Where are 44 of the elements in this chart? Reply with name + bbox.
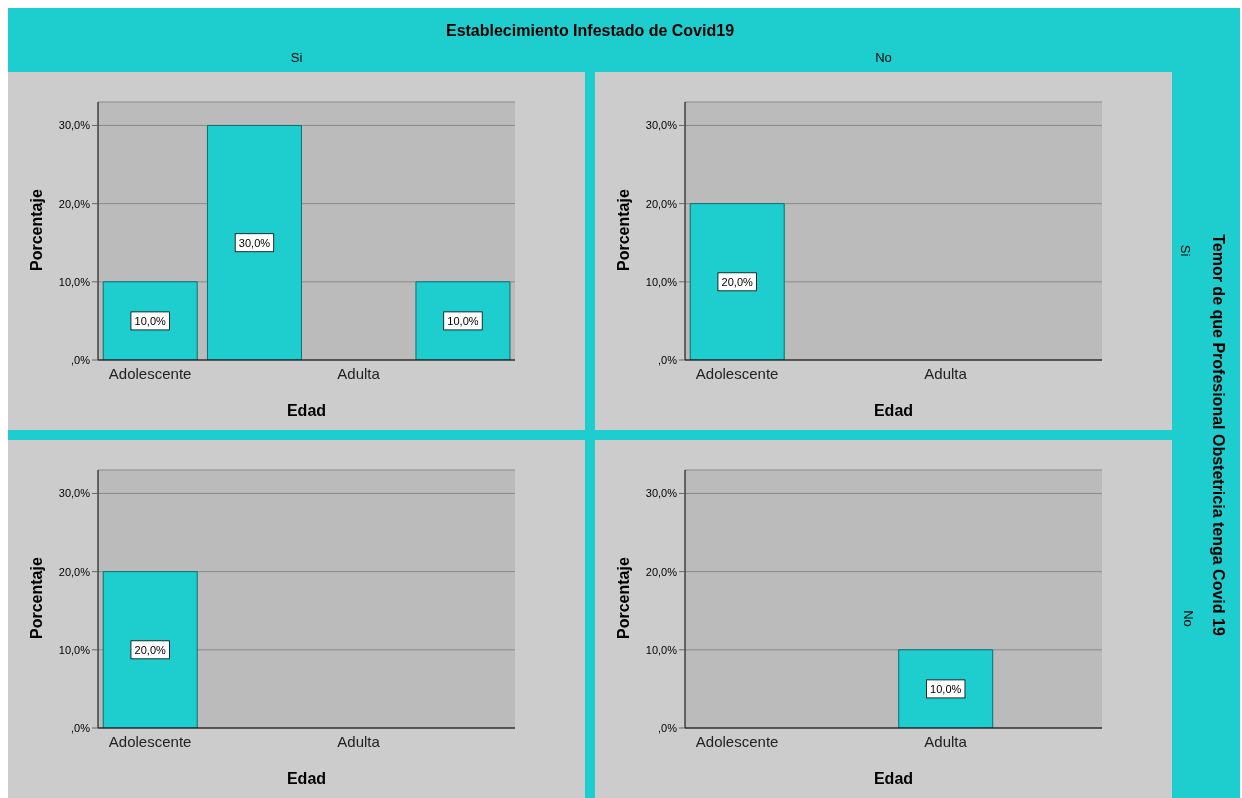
y-tick-label: 20,0% bbox=[645, 565, 678, 578]
x-tick-label: Adolescente bbox=[695, 364, 779, 382]
x-tick-label: Adulta bbox=[337, 732, 381, 750]
text: Si bbox=[1178, 244, 1194, 257]
x-tick-label: Adulta bbox=[924, 364, 968, 382]
data-label: 10,0% bbox=[134, 314, 167, 327]
y-tick-label: 20,0% bbox=[58, 565, 91, 578]
data-label: 20,0% bbox=[721, 275, 754, 288]
x-axis-title: Edad bbox=[873, 402, 914, 419]
y-axis-title: Porcentaje bbox=[27, 557, 45, 639]
chart-subtitle: Si bbox=[289, 50, 304, 65]
y-tick-label: 10,0% bbox=[58, 275, 91, 288]
y-tick-label: 10,0% bbox=[645, 643, 678, 656]
y-tick-label: ,0% bbox=[658, 353, 678, 366]
y-tick-label: 10,0% bbox=[58, 643, 91, 656]
x-axis-title: Edad bbox=[873, 770, 914, 787]
y2-axis-title: Temor de que Profesional Obstetricia tenga Covid 19 bbox=[1209, 234, 1227, 636]
x-tick-label: Adolescente bbox=[108, 364, 192, 382]
y-tick-label: 30,0% bbox=[645, 119, 678, 132]
y-tick-label: 20,0% bbox=[645, 197, 678, 210]
y-tick-label: ,0% bbox=[71, 721, 91, 734]
data-label: 30,0% bbox=[238, 236, 271, 249]
y-axis-title: Porcentaje bbox=[614, 189, 632, 271]
x-axis-title: Edad bbox=[286, 770, 327, 787]
x-tick-label: Adolescente bbox=[108, 732, 192, 750]
y-tick-label: 30,0% bbox=[58, 487, 91, 500]
x-tick-label: Adulta bbox=[337, 364, 381, 382]
x-tick-label: Adulta bbox=[924, 732, 968, 750]
chart-subtitle: No bbox=[874, 50, 893, 65]
y-tick-label: ,0% bbox=[658, 721, 678, 734]
x-axis-title: Edad bbox=[286, 402, 327, 419]
text: No bbox=[1180, 610, 1196, 627]
y-tick-label: ,0% bbox=[71, 353, 91, 366]
x-tick-label: Adolescente bbox=[695, 732, 779, 750]
y-tick-label: 30,0% bbox=[58, 119, 91, 132]
data-label: 20,0% bbox=[134, 643, 167, 656]
y-axis-title: Porcentaje bbox=[614, 557, 632, 639]
data-label: 10,0% bbox=[930, 682, 962, 695]
data-label: 10,0% bbox=[447, 314, 479, 327]
y-tick-label: 30,0% bbox=[645, 487, 678, 500]
y-axis-title: Porcentaje bbox=[27, 189, 45, 271]
y-tick-label: 10,0% bbox=[645, 275, 678, 288]
y-tick-label: 20,0% bbox=[58, 197, 91, 210]
text: Establecimiento Infestado de Covid19 bbox=[444, 22, 736, 40]
